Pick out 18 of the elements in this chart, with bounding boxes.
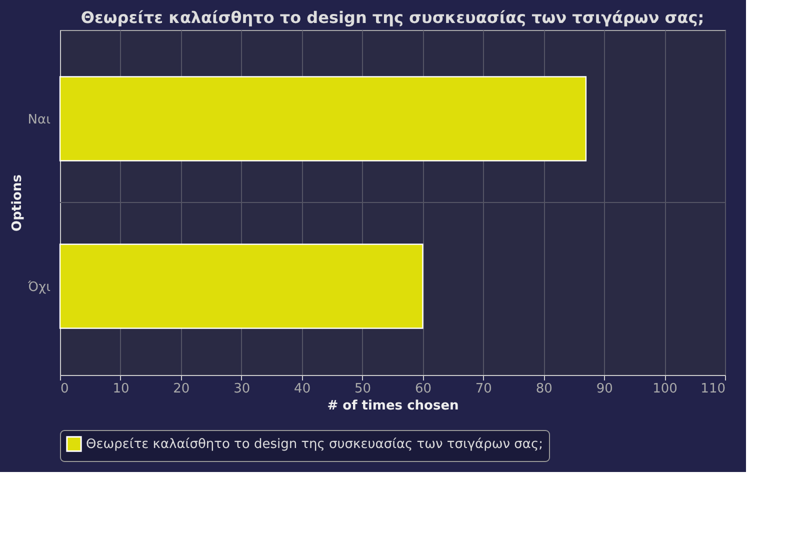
y-tick-label: Όχι <box>27 280 50 295</box>
chart-title: Θεωρείτε καλαίσθητο το design της συσκευασίας των τσιγάρων σας; <box>80 8 704 27</box>
x-tick-label: 10 <box>112 382 130 396</box>
y-axis-title: Options <box>10 174 25 232</box>
x-tick-label: 100 <box>652 382 678 396</box>
y-tick-label: Ναι <box>28 112 50 128</box>
legend-label: Θεωρείτε καλαίσθητο το design της συσκευασίας των τσιγάρων σας; <box>86 437 543 452</box>
x-tick-label: 0 <box>60 382 69 396</box>
x-axis-title: # of times chosen <box>327 398 459 414</box>
x-tick-label: 30 <box>234 382 250 396</box>
x-tick-label: 80 <box>536 382 552 396</box>
x-tick-label: 50 <box>354 382 372 396</box>
x-tick-label: 70 <box>475 382 492 396</box>
x-tick-label: 60 <box>414 382 432 396</box>
x-tick-label: 40 <box>294 382 311 396</box>
x-tick-label: 90 <box>596 382 613 396</box>
x-tick-label: 110 <box>700 382 726 396</box>
x-tick-label: 20 <box>173 382 190 396</box>
